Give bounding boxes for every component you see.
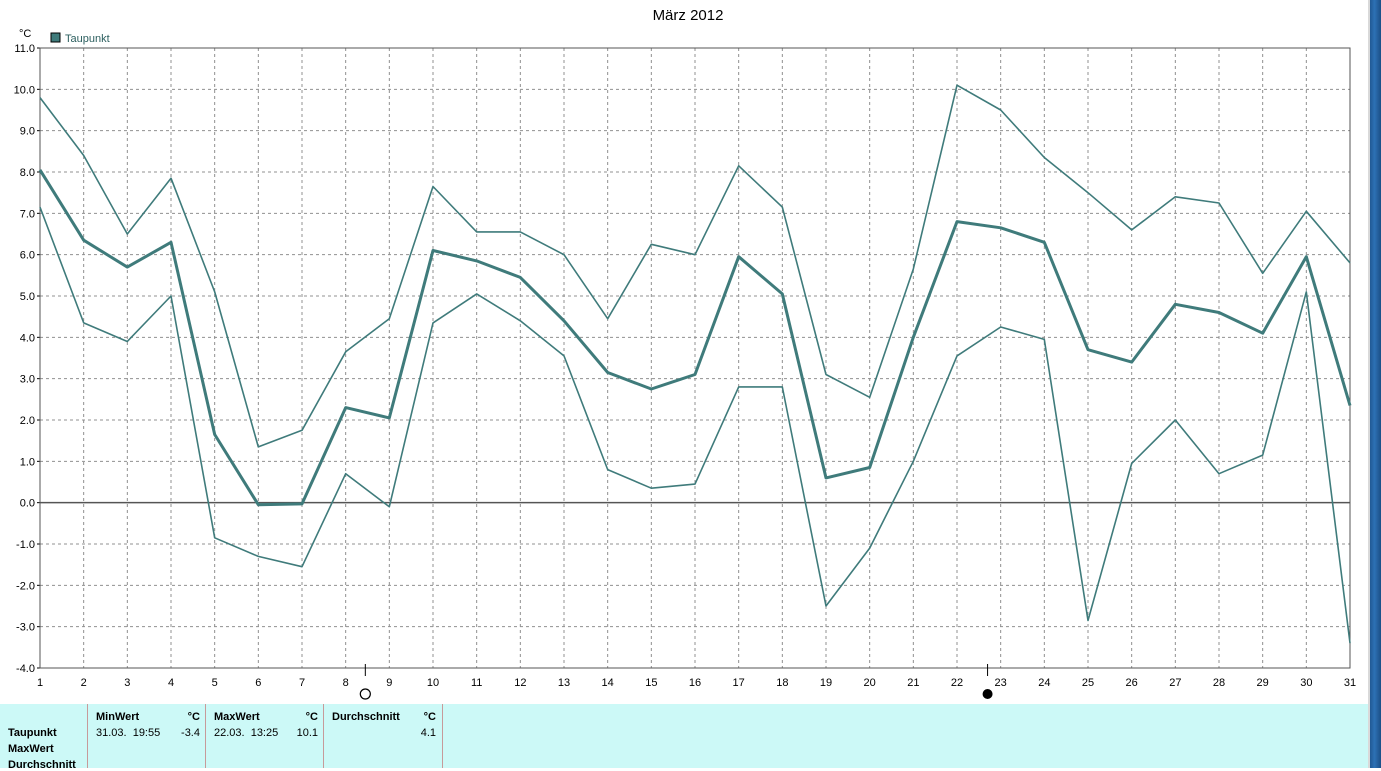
col-header: MaxWert bbox=[214, 711, 260, 723]
col-unit: °C bbox=[187, 711, 200, 723]
x-tick-label: 14 bbox=[602, 677, 614, 689]
y-tick-label: -1.0 bbox=[16, 539, 35, 551]
x-tick-label: 10 bbox=[427, 677, 439, 689]
col-unit: °C bbox=[305, 711, 318, 723]
x-tick-label: 12 bbox=[514, 677, 526, 689]
x-tick-label: 19 bbox=[820, 677, 832, 689]
x-tick-label: 26 bbox=[1126, 677, 1138, 689]
col-header: MinWert bbox=[96, 711, 140, 723]
x-tick-label: 16 bbox=[689, 677, 701, 689]
x-tick-label: 29 bbox=[1257, 677, 1269, 689]
legend-label: Taupunkt bbox=[65, 33, 110, 45]
y-tick-label: 8.0 bbox=[20, 167, 35, 179]
col-header: Durchschnitt bbox=[332, 711, 400, 723]
summary-col-max: MaxWert °C 22.03. 13:25 10.1 bbox=[205, 704, 324, 768]
x-tick-label: 13 bbox=[558, 677, 570, 689]
x-tick-label: 2 bbox=[81, 677, 87, 689]
x-tick-label: 21 bbox=[907, 677, 919, 689]
summary-row-label: MaxWert bbox=[8, 743, 54, 755]
x-tick-label: 6 bbox=[255, 677, 261, 689]
x-tick-label: 18 bbox=[776, 677, 788, 689]
x-tick-label: 5 bbox=[212, 677, 218, 689]
y-tick-label: -4.0 bbox=[16, 663, 35, 675]
legend-swatch bbox=[50, 32, 61, 43]
y-tick-label: 0.0 bbox=[20, 498, 35, 510]
col-value: 4.1 bbox=[420, 727, 436, 739]
y-tick-label: 4.0 bbox=[20, 332, 35, 344]
moon-phases bbox=[359, 664, 993, 700]
plot-frame bbox=[39, 47, 1351, 669]
y-tick-label: 6.0 bbox=[20, 250, 35, 262]
x-tick-label: 8 bbox=[343, 677, 349, 689]
y-tick-label: -2.0 bbox=[16, 580, 35, 592]
x-tick-label: 20 bbox=[864, 677, 876, 689]
x-tick-label: 31 bbox=[1344, 677, 1356, 689]
x-tick-label: 17 bbox=[733, 677, 745, 689]
summary-col-min: MinWert °C 31.03. 19:55 -3.4 bbox=[87, 704, 206, 768]
x-tick-label: 30 bbox=[1300, 677, 1312, 689]
y-tick-label: -3.0 bbox=[16, 622, 35, 634]
x-tick-label: 1 bbox=[37, 677, 43, 689]
y-tick-label: 11.0 bbox=[14, 43, 35, 55]
x-tick-label: 4 bbox=[168, 677, 174, 689]
summary-row-label: Taupunkt bbox=[8, 727, 57, 739]
col-unit: °C bbox=[423, 711, 436, 723]
x-tick-label: 24 bbox=[1038, 677, 1050, 689]
x-tick-label: 7 bbox=[299, 677, 305, 689]
chart-title: März 2012 bbox=[653, 7, 724, 24]
x-tick-label: 25 bbox=[1082, 677, 1094, 689]
summary-row-label: Durchschnitt bbox=[8, 759, 76, 771]
series-line-max bbox=[39, 84, 1351, 448]
new-moon-icon bbox=[982, 689, 993, 699]
series-line-min bbox=[39, 206, 1351, 644]
y-tick-label: 1.0 bbox=[20, 456, 35, 468]
y-tick-label: 5.0 bbox=[20, 291, 35, 303]
series-line-avg bbox=[38, 169, 1352, 507]
summary-col-avg: Durchschnitt °C 4.1 bbox=[323, 704, 443, 768]
x-tick-label: 28 bbox=[1213, 677, 1225, 689]
x-tick-label: 9 bbox=[386, 677, 392, 689]
x-tick-label: 15 bbox=[645, 677, 657, 689]
tick-labels: 11.0 10.0 9.0 8.0 7.0 6.0 5.0 4.0 3.0 2.0 1.0 0.0 -1… bbox=[14, 43, 1357, 689]
col-value: 10.1 bbox=[296, 727, 318, 739]
x-tick-label: 22 bbox=[951, 677, 963, 689]
window-edge bbox=[1368, 0, 1381, 768]
y-tick-label: 3.0 bbox=[20, 374, 35, 386]
x-tick-label: 23 bbox=[995, 677, 1007, 689]
x-tick-label: 27 bbox=[1169, 677, 1181, 689]
summary-table: Taupunkt MaxWert Durchschnitt MinWert °C… bbox=[0, 704, 1368, 771]
col-value: -3.4 bbox=[181, 727, 200, 739]
series bbox=[38, 84, 1352, 644]
grid bbox=[40, 48, 1350, 668]
y-tick-label: 2.0 bbox=[20, 415, 35, 427]
col-datetime: 22.03. 13:25 bbox=[214, 727, 279, 739]
y-tick-label: 9.0 bbox=[20, 126, 35, 138]
x-tick-label: 11 bbox=[471, 677, 482, 689]
y-axis-unit: °C bbox=[19, 28, 31, 40]
col-datetime: 31.03. 19:55 bbox=[96, 727, 161, 739]
dewpoint-chart: März 2012 °C Taupunkt 11.010.09.08.07.06… bbox=[14, 7, 1357, 700]
x-tick-label: 3 bbox=[124, 677, 130, 689]
full-moon-icon bbox=[359, 688, 371, 700]
y-tick-label: 10.0 bbox=[14, 84, 35, 96]
y-tick-label: 7.0 bbox=[20, 208, 35, 220]
